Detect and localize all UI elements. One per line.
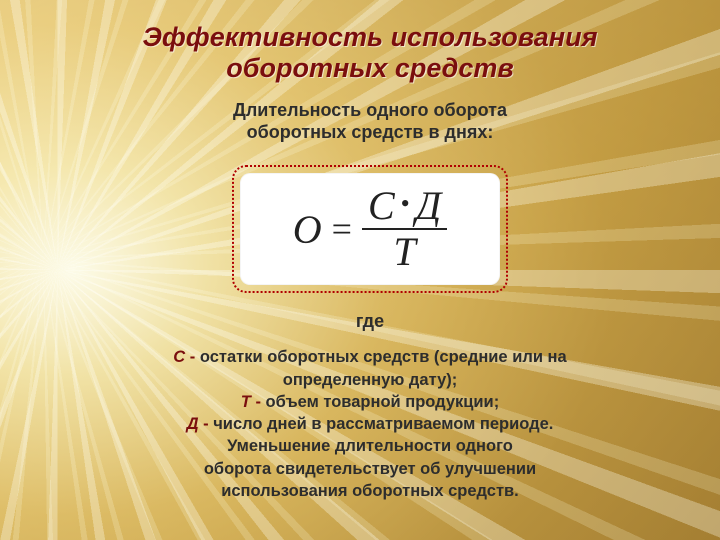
legend-tail-2: оборота свидетельствует об улучшении [204, 460, 536, 478]
slide-title: Эффективность использования оборотных ср… [143, 22, 598, 84]
legend-tail-1: Уменьшение длительности одного [227, 437, 513, 455]
formula-denominator: Т [387, 230, 421, 274]
formula-equals: = [332, 208, 352, 250]
legend-tail-3: использования оборотных средств. [221, 482, 519, 500]
legend-c-dash: - [185, 348, 200, 366]
formula-fraction: С • Д Т [362, 184, 447, 274]
num-c: С [368, 186, 395, 226]
where-label: где [356, 311, 384, 332]
legend-c-text-2: определенную дату); [283, 371, 457, 389]
legend-d-text: число дней в рассматриваемом периоде. [213, 415, 553, 433]
title-line-2: оборотных средств [226, 53, 513, 83]
subtitle-line-2: оборотных средств в днях: [247, 122, 494, 142]
legend-t-text: объем товарной продукции; [266, 393, 500, 411]
slide-subtitle: Длительность одного оборота оборотных ср… [233, 100, 507, 143]
legend-c-text-1: остатки оборотных средств (средние или н… [200, 348, 567, 366]
formula-box: О = С • Д Т [240, 173, 500, 285]
formula-numerator: С • Д [362, 184, 447, 230]
legend-c-var: С [173, 348, 185, 366]
num-d: Д [416, 186, 441, 226]
legend-d-dash: - [199, 415, 214, 433]
formula-border: О = С • Д Т [232, 165, 508, 293]
slide-content: Эффективность использования оборотных ср… [0, 0, 720, 540]
legend-t-dash: - [251, 393, 266, 411]
legend-t-var: Т [241, 393, 251, 411]
formula-lhs: О [293, 206, 322, 253]
title-line-1: Эффективность использования [143, 22, 598, 52]
formula: О = С • Д Т [293, 184, 447, 274]
subtitle-line-1: Длительность одного оборота [233, 100, 507, 120]
legend-block: С - остатки оборотных средств (средние и… [173, 346, 566, 502]
legend-d-var: Д [187, 415, 199, 433]
